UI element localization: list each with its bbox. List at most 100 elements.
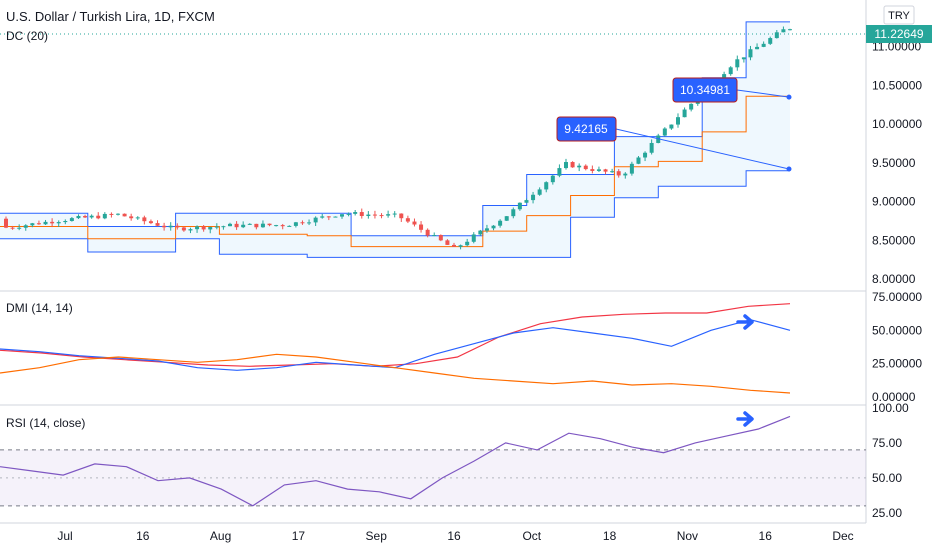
- callout-box: [672, 77, 738, 103]
- dmi-tick-label: 25.00000: [872, 357, 922, 371]
- candle-body: [755, 46, 760, 50]
- candle-body: [135, 217, 140, 219]
- candle-body: [17, 227, 22, 229]
- candle-body: [63, 220, 68, 223]
- currency-badge-bg: [883, 5, 915, 25]
- candle-body: [419, 224, 424, 230]
- time-tick-label: 17: [292, 529, 306, 543]
- candle-body: [43, 221, 48, 225]
- candle-body: [69, 218, 74, 221]
- trendline-anchor: [786, 94, 792, 100]
- time-tick-label: Jul: [57, 529, 72, 543]
- rsi-label[interactable]: RSI (14, close): [6, 416, 86, 430]
- candle-body: [452, 244, 456, 247]
- candle-body: [564, 162, 568, 169]
- callout-box: [556, 116, 617, 142]
- time-tick-label: 16: [759, 529, 773, 543]
- candle-body: [109, 213, 114, 215]
- candle-body: [155, 223, 160, 226]
- candle-body: [774, 32, 779, 39]
- candle-body: [326, 216, 331, 218]
- time-tick-label: Sep: [366, 529, 388, 543]
- candle-body: [478, 230, 483, 235]
- candle-body: [735, 59, 740, 68]
- candle-body: [412, 221, 417, 225]
- candle-body: [748, 49, 753, 58]
- rsi-tick-label: 100.00: [872, 401, 909, 415]
- candle-body: [320, 216, 325, 218]
- candle-body: [313, 217, 318, 223]
- price-tick-label: 9.00000: [872, 195, 916, 209]
- trendline: [615, 128, 790, 170]
- candle-body: [366, 214, 371, 217]
- candle-body: [208, 227, 213, 230]
- candle-body: [728, 67, 733, 75]
- candle-body: [76, 216, 81, 219]
- candle-body: [676, 117, 680, 125]
- candle-body: [498, 220, 503, 226]
- candle-body: [596, 169, 601, 171]
- candle-body: [682, 109, 687, 118]
- indicator-label[interactable]: DC (20): [6, 29, 49, 43]
- currency-badge[interactable]: TRY: [883, 5, 915, 25]
- rsi-line: [0, 415, 791, 507]
- candle-body: [583, 165, 588, 170]
- time-tick-label: Oct: [522, 529, 541, 543]
- candle-body: [662, 128, 667, 136]
- candle-body: [425, 229, 430, 236]
- candle-body: [471, 234, 476, 242]
- price-tick-label: 8.00000: [872, 272, 916, 286]
- time-tick-label: 16: [447, 529, 461, 543]
- last-price-badge-bg: [866, 25, 932, 43]
- rsi-pane: [0, 415, 866, 507]
- callout-label: 9.42165: [564, 122, 608, 136]
- candle-body: [181, 227, 186, 231]
- candle-body: [768, 38, 773, 44]
- callout-10-34981[interactable]: 10.34981: [672, 77, 738, 103]
- candle-body: [761, 43, 766, 47]
- candle-body: [129, 216, 134, 219]
- candle-body: [741, 57, 746, 60]
- candle-body: [722, 74, 727, 81]
- candle-body: [300, 222, 305, 224]
- time-tick-label: Nov: [677, 529, 698, 543]
- candle-body: [254, 223, 259, 228]
- candle-body: [162, 225, 167, 228]
- dmi-tick-label: 0.00000: [872, 390, 916, 404]
- candle-body: [643, 152, 648, 158]
- candle-body: [241, 224, 246, 228]
- candle-body: [484, 228, 489, 231]
- candle-body: [10, 227, 15, 229]
- callout-9-42165[interactable]: 9.42165: [556, 116, 617, 142]
- candle-body: [386, 214, 391, 216]
- candle-body: [577, 165, 582, 168]
- candle-body: [379, 215, 384, 217]
- price-tick-label: 9.50000: [872, 156, 916, 170]
- candle-body: [570, 162, 575, 168]
- candle-body: [458, 245, 463, 247]
- candle-body: [307, 222, 312, 224]
- candle-body: [372, 214, 377, 216]
- candle-body: [116, 213, 120, 215]
- candle-body: [524, 200, 529, 203]
- arrow-right-icon: [736, 314, 754, 330]
- dmi-pane: [0, 303, 791, 394]
- time-tick-label: Aug: [210, 529, 231, 543]
- candle-body: [517, 202, 522, 210]
- candle-body: [36, 223, 41, 225]
- symbol-title[interactable]: U.S. Dollar / Turkish Lira, 1D, FXCM: [6, 9, 215, 24]
- dmi-label[interactable]: DMI (14, 14): [6, 301, 73, 315]
- rsi-tick-label: 75.00: [872, 436, 902, 450]
- candle-body: [445, 240, 450, 245]
- donchian-band-fill: [0, 21, 790, 258]
- candle-body: [616, 171, 621, 176]
- candle-body: [537, 189, 542, 195]
- candle-body: [175, 225, 180, 228]
- time-tick-label: 16: [136, 529, 150, 543]
- candle-body: [669, 124, 674, 129]
- candle-body: [195, 226, 200, 230]
- candle-body: [353, 212, 358, 214]
- candle-body: [359, 212, 364, 217]
- last-price-value: 11.22649: [874, 27, 923, 41]
